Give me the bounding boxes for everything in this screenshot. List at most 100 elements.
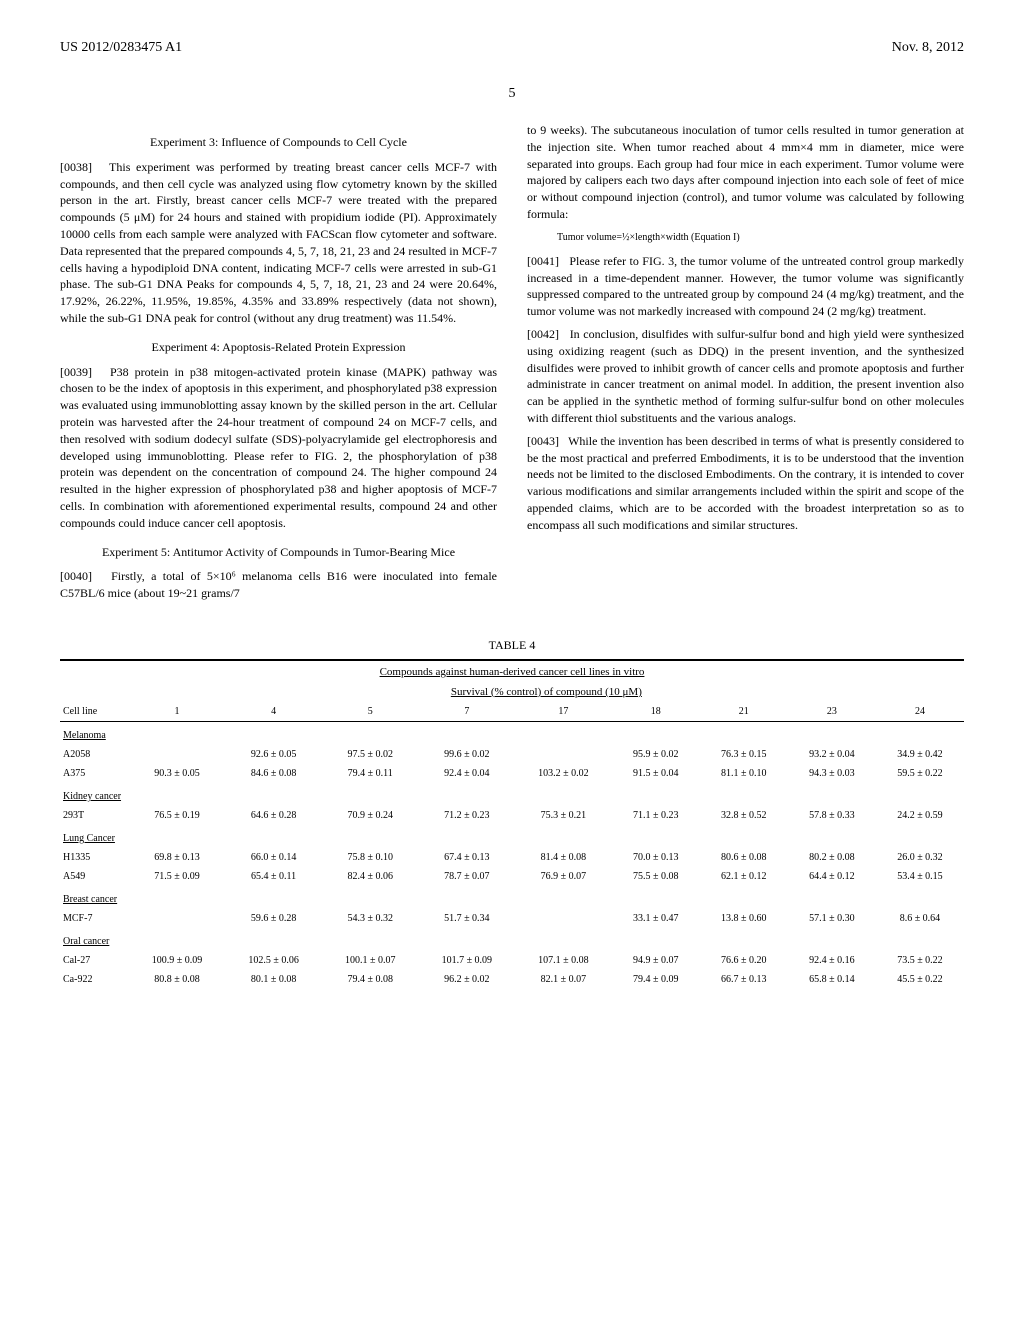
para-0043-text: While the invention has been described i… (527, 434, 964, 532)
survival-value: 94.9 ± 0.07 (612, 951, 700, 970)
survival-value: 57.1 ± 0.30 (788, 909, 876, 928)
cell-line-name: MCF-7 (60, 909, 129, 928)
survival-value: 71.2 ± 0.23 (419, 806, 516, 825)
table-4-caption: Compounds against human-derived cancer c… (60, 662, 964, 682)
col-23: 23 (788, 702, 876, 722)
survival-value: 34.9 ± 0.42 (876, 745, 964, 764)
survival-value (515, 745, 612, 764)
col-18: 18 (612, 702, 700, 722)
survival-value: 90.3 ± 0.05 (129, 764, 226, 783)
survival-value: 101.7 ± 0.09 (419, 951, 516, 970)
para-0038-text: This experiment was performed by treatin… (60, 160, 497, 325)
para-0042: [0042] In conclusion, disulfides with su… (527, 326, 964, 427)
survival-value: 84.6 ± 0.08 (225, 764, 322, 783)
table-section-label: Kidney cancer (60, 783, 964, 806)
survival-value: 66.7 ± 0.13 (700, 970, 788, 989)
equation-1: Tumor volume=½×length×width (Equation I) (557, 231, 964, 245)
cell-line-name: A2058 (60, 745, 129, 764)
experiment-3-title: Experiment 3: Influence of Compounds to … (60, 134, 497, 151)
survival-value: 100.1 ± 0.07 (322, 951, 419, 970)
survival-value: 75.8 ± 0.10 (322, 848, 419, 867)
survival-value: 100.9 ± 0.09 (129, 951, 226, 970)
table-row: A37590.3 ± 0.0584.6 ± 0.0879.4 ± 0.1192.… (60, 764, 964, 783)
survival-value: 75.3 ± 0.21 (515, 806, 612, 825)
left-column: Experiment 3: Influence of Compounds to … (60, 122, 497, 608)
page-number: 5 (60, 86, 964, 102)
table-row: H133569.8 ± 0.1366.0 ± 0.1475.8 ± 0.1067… (60, 848, 964, 867)
col-21: 21 (700, 702, 788, 722)
survival-value: 66.0 ± 0.14 (225, 848, 322, 867)
para-num-0038: [0038] (60, 160, 92, 174)
survival-value: 103.2 ± 0.02 (515, 764, 612, 783)
cell-line-name: Cal-27 (60, 951, 129, 970)
survival-value: 92.4 ± 0.16 (788, 951, 876, 970)
table-section-label: Melanoma (60, 721, 964, 745)
survival-value: 57.8 ± 0.33 (788, 806, 876, 825)
survival-value: 76.5 ± 0.19 (129, 806, 226, 825)
survival-value: 45.5 ± 0.22 (876, 970, 964, 989)
survival-value: 94.3 ± 0.03 (788, 764, 876, 783)
body-columns: Experiment 3: Influence of Compounds to … (60, 122, 964, 608)
survival-value: 69.8 ± 0.13 (129, 848, 226, 867)
survival-value: 71.1 ± 0.23 (612, 806, 700, 825)
para-0042-text: In conclusion, disulfides with sulfur-su… (527, 327, 964, 425)
table-row: A205892.6 ± 0.0597.5 ± 0.0299.6 ± 0.0295… (60, 745, 964, 764)
table-section-label: Lung Cancer (60, 825, 964, 848)
right-column: to 9 weeks). The subcutaneous inoculatio… (527, 122, 964, 608)
survival-value: 65.8 ± 0.14 (788, 970, 876, 989)
publication-date: Nov. 8, 2012 (892, 40, 964, 56)
cell-line-name: A375 (60, 764, 129, 783)
survival-value: 78.7 ± 0.07 (419, 867, 516, 886)
col-7: 7 (419, 702, 516, 722)
page-header: US 2012/0283475 A1 Nov. 8, 2012 (60, 40, 964, 56)
survival-value: 75.5 ± 0.08 (612, 867, 700, 886)
survival-value: 92.4 ± 0.04 (419, 764, 516, 783)
survival-value: 92.6 ± 0.05 (225, 745, 322, 764)
survival-value: 65.4 ± 0.11 (225, 867, 322, 886)
para-0040: [0040] Firstly, a total of 5×10⁶ melanom… (60, 568, 497, 602)
cell-line-name: H1335 (60, 848, 129, 867)
cell-line-name: 293T (60, 806, 129, 825)
survival-value: 76.9 ± 0.07 (515, 867, 612, 886)
survival-value: 82.1 ± 0.07 (515, 970, 612, 989)
survival-value (129, 909, 226, 928)
survival-value: 73.5 ± 0.22 (876, 951, 964, 970)
para-num-0042: [0042] (527, 327, 559, 341)
survival-value: 26.0 ± 0.32 (876, 848, 964, 867)
survival-value: 13.8 ± 0.60 (700, 909, 788, 928)
table-section-label: Breast cancer (60, 886, 964, 909)
para-num-0041: [0041] (527, 254, 559, 268)
para-top-right: to 9 weeks). The subcutaneous inoculatio… (527, 122, 964, 223)
survival-value: 80.8 ± 0.08 (129, 970, 226, 989)
para-0041: [0041] Please refer to FIG. 3, the tumor… (527, 253, 964, 320)
para-0039-text: P38 protein in p38 mitogen-activated pro… (60, 365, 497, 530)
patent-number: US 2012/0283475 A1 (60, 40, 182, 56)
survival-value: 93.2 ± 0.04 (788, 745, 876, 764)
col-17: 17 (515, 702, 612, 722)
table-4-header-row: Cell line 1 4 5 7 17 18 21 23 24 (60, 702, 964, 722)
survival-value: 33.1 ± 0.47 (612, 909, 700, 928)
survival-value: 76.6 ± 0.20 (700, 951, 788, 970)
survival-value: 24.2 ± 0.59 (876, 806, 964, 825)
table-row: Cal-27100.9 ± 0.09102.5 ± 0.06100.1 ± 0.… (60, 951, 964, 970)
para-0041-text: Please refer to FIG. 3, the tumor volume… (527, 254, 964, 318)
col-24: 24 (876, 702, 964, 722)
col-4: 4 (225, 702, 322, 722)
para-0038: [0038] This experiment was performed by … (60, 159, 497, 327)
survival-value: 82.4 ± 0.06 (322, 867, 419, 886)
survival-value: 107.1 ± 0.08 (515, 951, 612, 970)
table-4-grid: Compounds against human-derived cancer c… (60, 659, 964, 989)
table-4: TABLE 4 Compounds against human-derived … (60, 638, 964, 989)
experiment-4-title: Experiment 4: Apoptosis-Related Protein … (60, 339, 497, 356)
survival-value: 54.3 ± 0.32 (322, 909, 419, 928)
survival-value: 70.0 ± 0.13 (612, 848, 700, 867)
survival-value: 64.6 ± 0.28 (225, 806, 322, 825)
survival-value (515, 909, 612, 928)
survival-value: 81.4 ± 0.08 (515, 848, 612, 867)
survival-value: 80.2 ± 0.08 (788, 848, 876, 867)
table-section-label: Oral cancer (60, 928, 964, 951)
survival-value: 62.1 ± 0.12 (700, 867, 788, 886)
para-num-0040: [0040] (60, 569, 92, 583)
survival-value: 81.1 ± 0.10 (700, 764, 788, 783)
col-1: 1 (129, 702, 226, 722)
